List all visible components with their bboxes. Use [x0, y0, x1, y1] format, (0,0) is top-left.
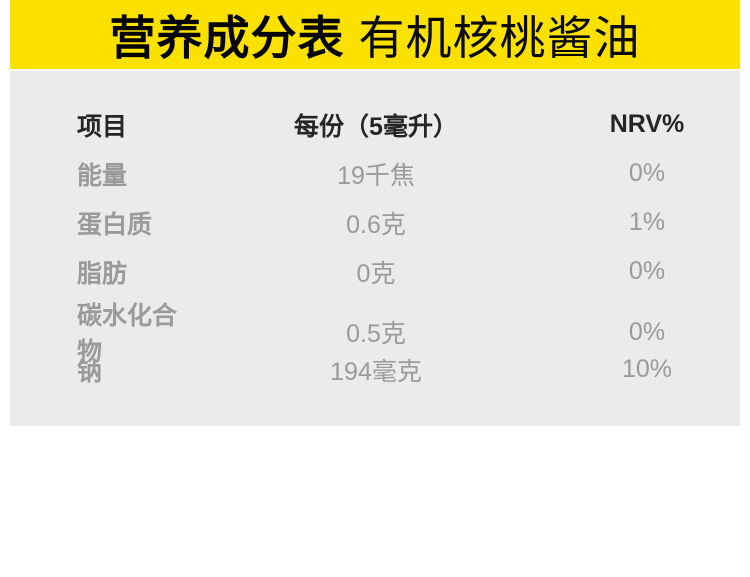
product-name: 有机核桃酱油 — [358, 11, 641, 64]
row-label: 蛋白质 — [77, 210, 153, 239]
row-amount: 19千焦 — [337, 161, 415, 190]
table-row-energy: 能量 19千焦 0% — [10, 149, 740, 198]
table-row-fat: 脂肪 0克 0% — [10, 247, 740, 296]
row-label: 碳水化合物 — [77, 302, 178, 366]
nutrition-table-title: 营养成分表 — [109, 11, 345, 64]
row-nrv: 0% — [628, 257, 666, 285]
table-row-protein: 蛋白质 0.6克 1% — [10, 198, 740, 247]
row-nrv: 0% — [628, 159, 666, 187]
row-amount: 0克 — [356, 259, 396, 288]
row-label: 能量 — [77, 161, 128, 190]
title-band: 营养成分表 有机核桃酱油 — [10, 0, 740, 69]
row-amount: 0.6克 — [346, 210, 406, 239]
row-label: 脂肪 — [77, 259, 128, 288]
row-amount: 0.5克 — [346, 320, 406, 348]
row-nrv: 10% — [621, 355, 673, 383]
table-header-row: 项目 每份（5毫升） NRV% — [10, 100, 740, 149]
nutrition-table: 项目 每份（5毫升） NRV% 能量 19千焦 0% 蛋白质 0.6克 1% 脂… — [10, 71, 740, 426]
row-nrv: 0% — [628, 317, 666, 346]
column-header-per-serving: 每份（5毫升） — [294, 112, 458, 141]
row-label: 钠 — [77, 357, 103, 386]
column-header-item: 项目 — [77, 112, 128, 141]
row-amount: 194毫克 — [330, 357, 422, 386]
row-nrv: 1% — [628, 208, 666, 236]
table-row-carbohydrate: 碳水化合物 0.5克 0% — [10, 296, 740, 366]
table-row-sodium: 钠 194毫克 10% — [10, 345, 740, 394]
column-header-nrv: NRV% — [609, 110, 685, 138]
